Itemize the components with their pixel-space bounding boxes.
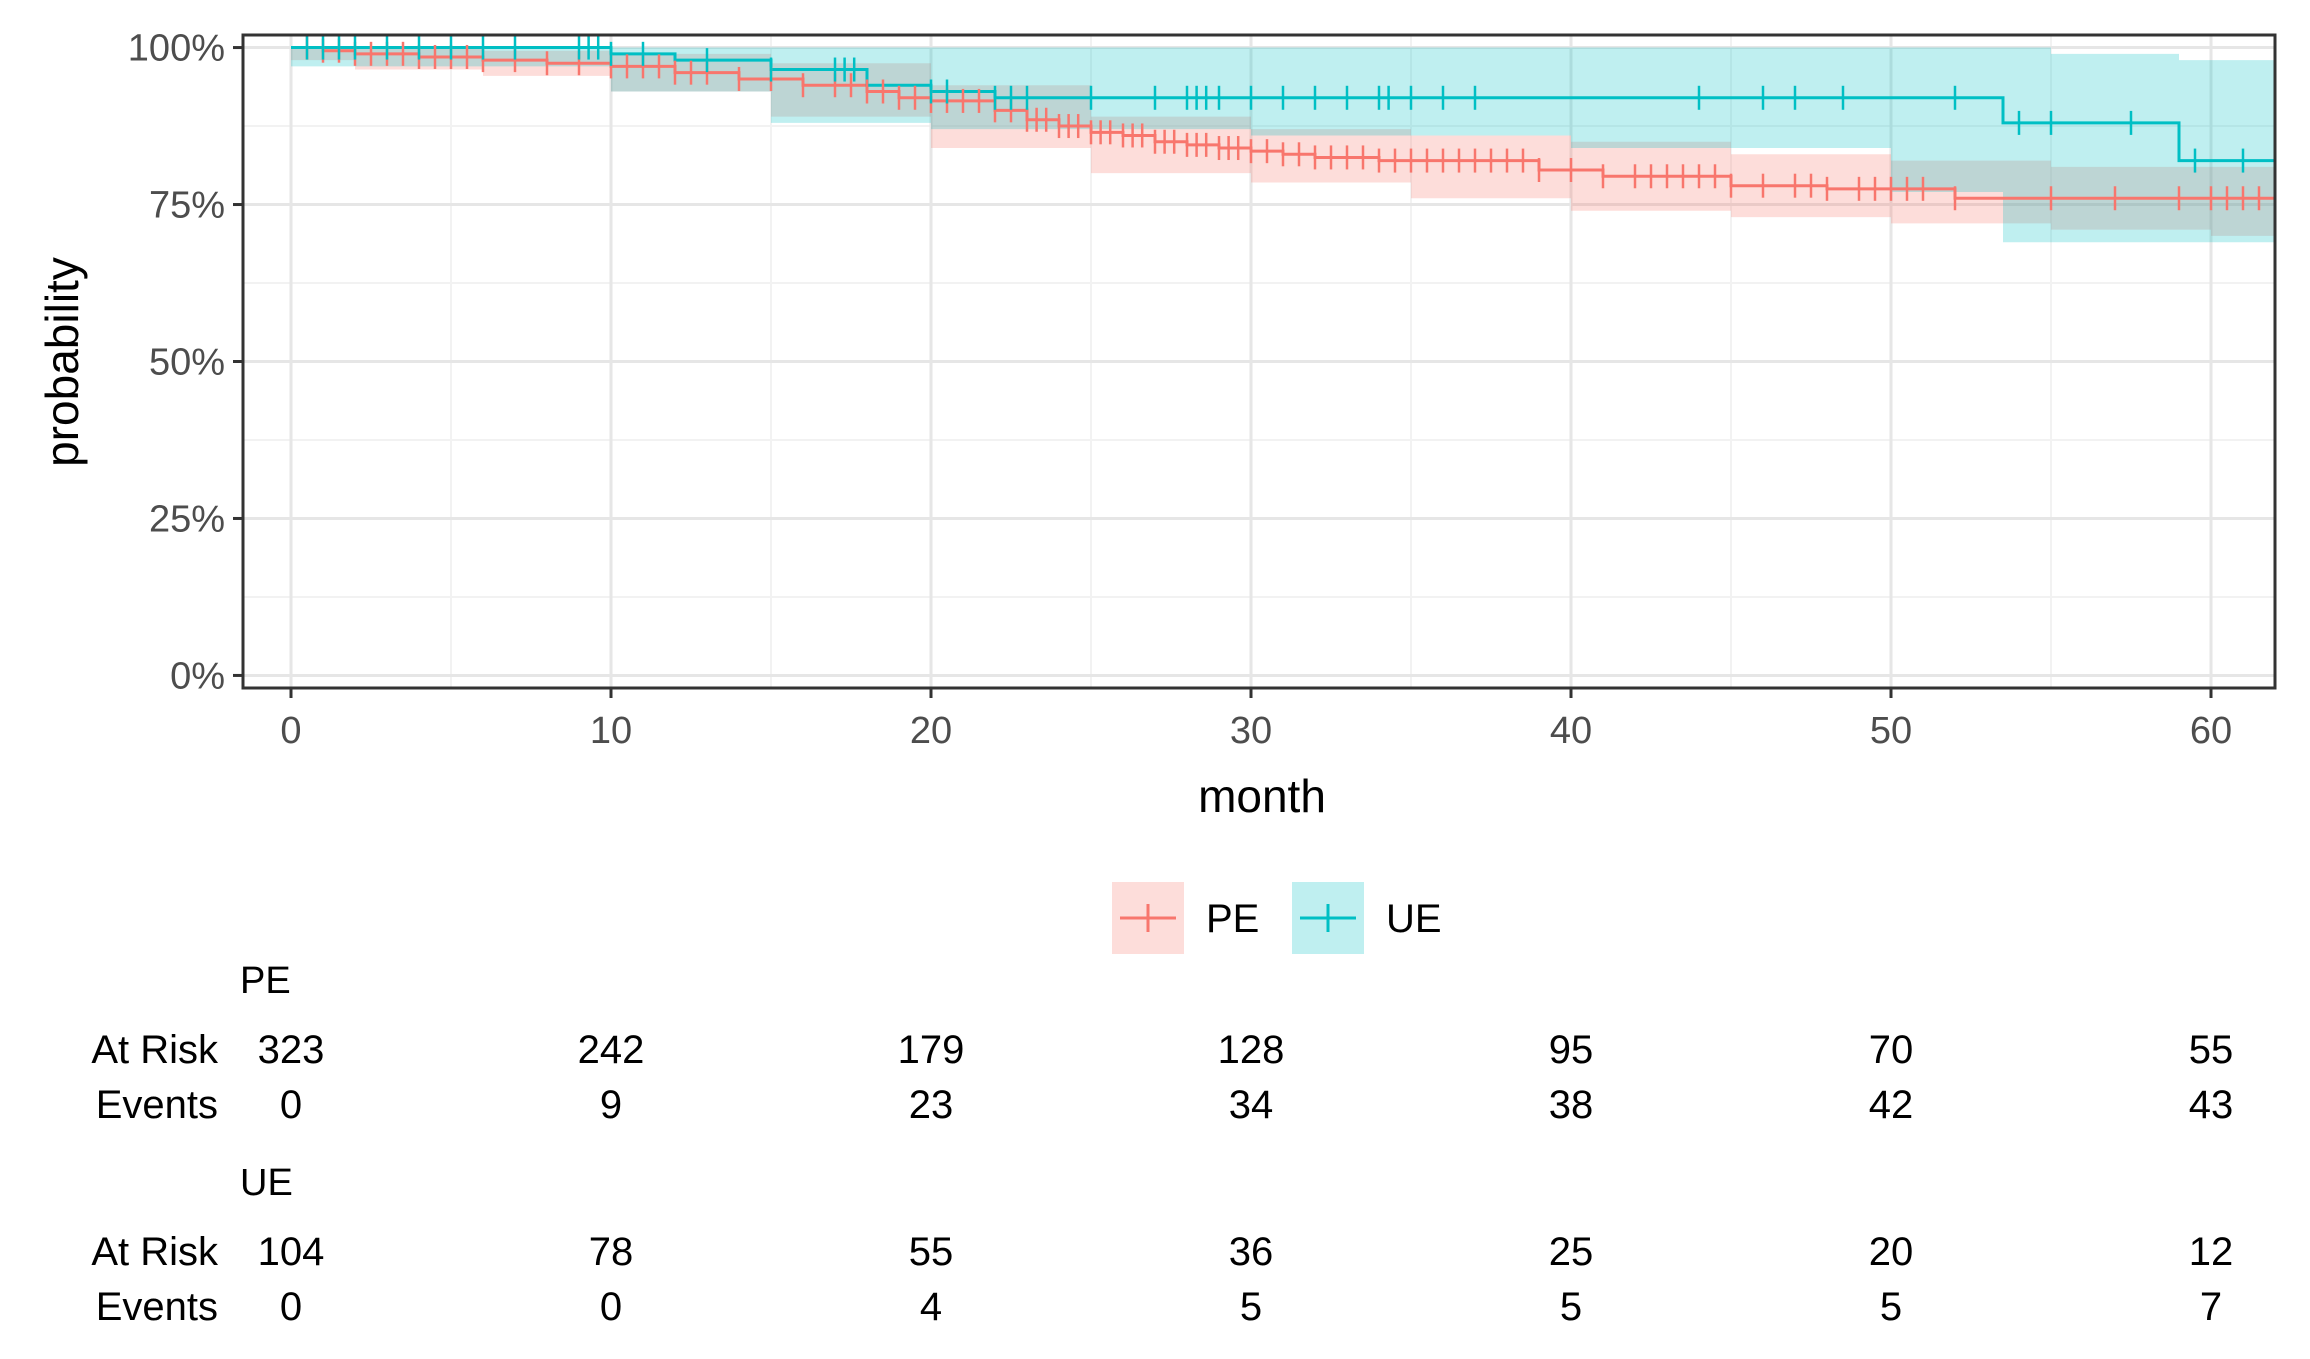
risk-group-label: UE xyxy=(240,1162,293,1204)
x-tick-label: 20 xyxy=(910,710,952,752)
risk-at-risk-value: 25 xyxy=(1549,1230,1594,1274)
risk-at-risk-value: 20 xyxy=(1869,1230,1914,1274)
risk-at-risk-value: 323 xyxy=(258,1028,325,1072)
censor-marks xyxy=(305,35,2261,211)
axes: 0 10 20 30 40 50 60 0% 25% 50% 75% 100% xyxy=(128,28,2277,752)
x-tick-label: 40 xyxy=(1550,710,1592,752)
x-tick-label: 60 xyxy=(2190,710,2232,752)
confidence-band-ue xyxy=(291,47,2275,243)
risk-at-risk-value: 55 xyxy=(909,1230,954,1274)
y-tick-label: 100% xyxy=(128,28,225,70)
risk-events-value: 9 xyxy=(600,1083,622,1127)
confidence-bands xyxy=(291,47,2275,243)
risk-at-risk-value: 36 xyxy=(1229,1230,1274,1274)
x-tick-label: 30 xyxy=(1230,710,1272,752)
risk-events-value: 34 xyxy=(1229,1083,1274,1127)
risk-at-risk-value: 128 xyxy=(1218,1028,1285,1072)
risk-row-label-at-risk: At Risk xyxy=(91,1028,219,1072)
x-tick-label: 10 xyxy=(590,710,632,752)
y-tick-label: 0% xyxy=(170,655,225,697)
risk-events-value: 5 xyxy=(1560,1285,1582,1329)
y-axis-title: probability xyxy=(36,257,88,467)
x-tick-label: 0 xyxy=(280,710,301,752)
x-axis-title: month xyxy=(1198,770,1326,822)
risk-events-value: 0 xyxy=(280,1285,302,1329)
risk-at-risk-value: 78 xyxy=(589,1230,634,1274)
risk-events-value: 4 xyxy=(920,1285,942,1329)
risk-events-value: 5 xyxy=(1240,1285,1262,1329)
risk-events-value: 43 xyxy=(2189,1083,2234,1127)
risk-events-value: 42 xyxy=(1869,1083,1914,1127)
risk-events-value: 0 xyxy=(600,1285,622,1329)
risk-row-label-events: Events xyxy=(96,1285,218,1329)
risk-at-risk-value: 55 xyxy=(2189,1028,2234,1072)
y-tick-label: 75% xyxy=(149,185,225,227)
confidence-band-pe xyxy=(291,47,2275,236)
risk-at-risk-value: 179 xyxy=(898,1028,965,1072)
risk-events-value: 7 xyxy=(2200,1285,2222,1329)
risk-at-risk-value: 12 xyxy=(2189,1230,2234,1274)
y-tick-label: 50% xyxy=(149,342,225,384)
risk-group-label: PE xyxy=(240,960,291,1002)
legend-label-ue: UE xyxy=(1386,897,1442,941)
risk-at-risk-value: 95 xyxy=(1549,1028,1594,1072)
risk-row-label-events: Events xyxy=(96,1083,218,1127)
risk-events-value: 38 xyxy=(1549,1083,1594,1127)
plot-panel xyxy=(243,35,2275,688)
risk-at-risk-value: 104 xyxy=(258,1230,325,1274)
risk-row-label-at-risk: At Risk xyxy=(91,1230,219,1274)
y-tick-label: 25% xyxy=(149,498,225,540)
risk-events-value: 5 xyxy=(1880,1285,1902,1329)
risk-events-value: 0 xyxy=(280,1083,302,1127)
legend: PE UE xyxy=(1112,882,1442,954)
legend-label-pe: PE xyxy=(1206,897,1259,941)
risk-events-value: 23 xyxy=(909,1083,954,1127)
x-tick-label: 50 xyxy=(1870,710,1912,752)
risk-at-risk-value: 242 xyxy=(578,1028,645,1072)
survival-line-ue xyxy=(291,46,2275,163)
risk-at-risk-value: 70 xyxy=(1869,1028,1914,1072)
